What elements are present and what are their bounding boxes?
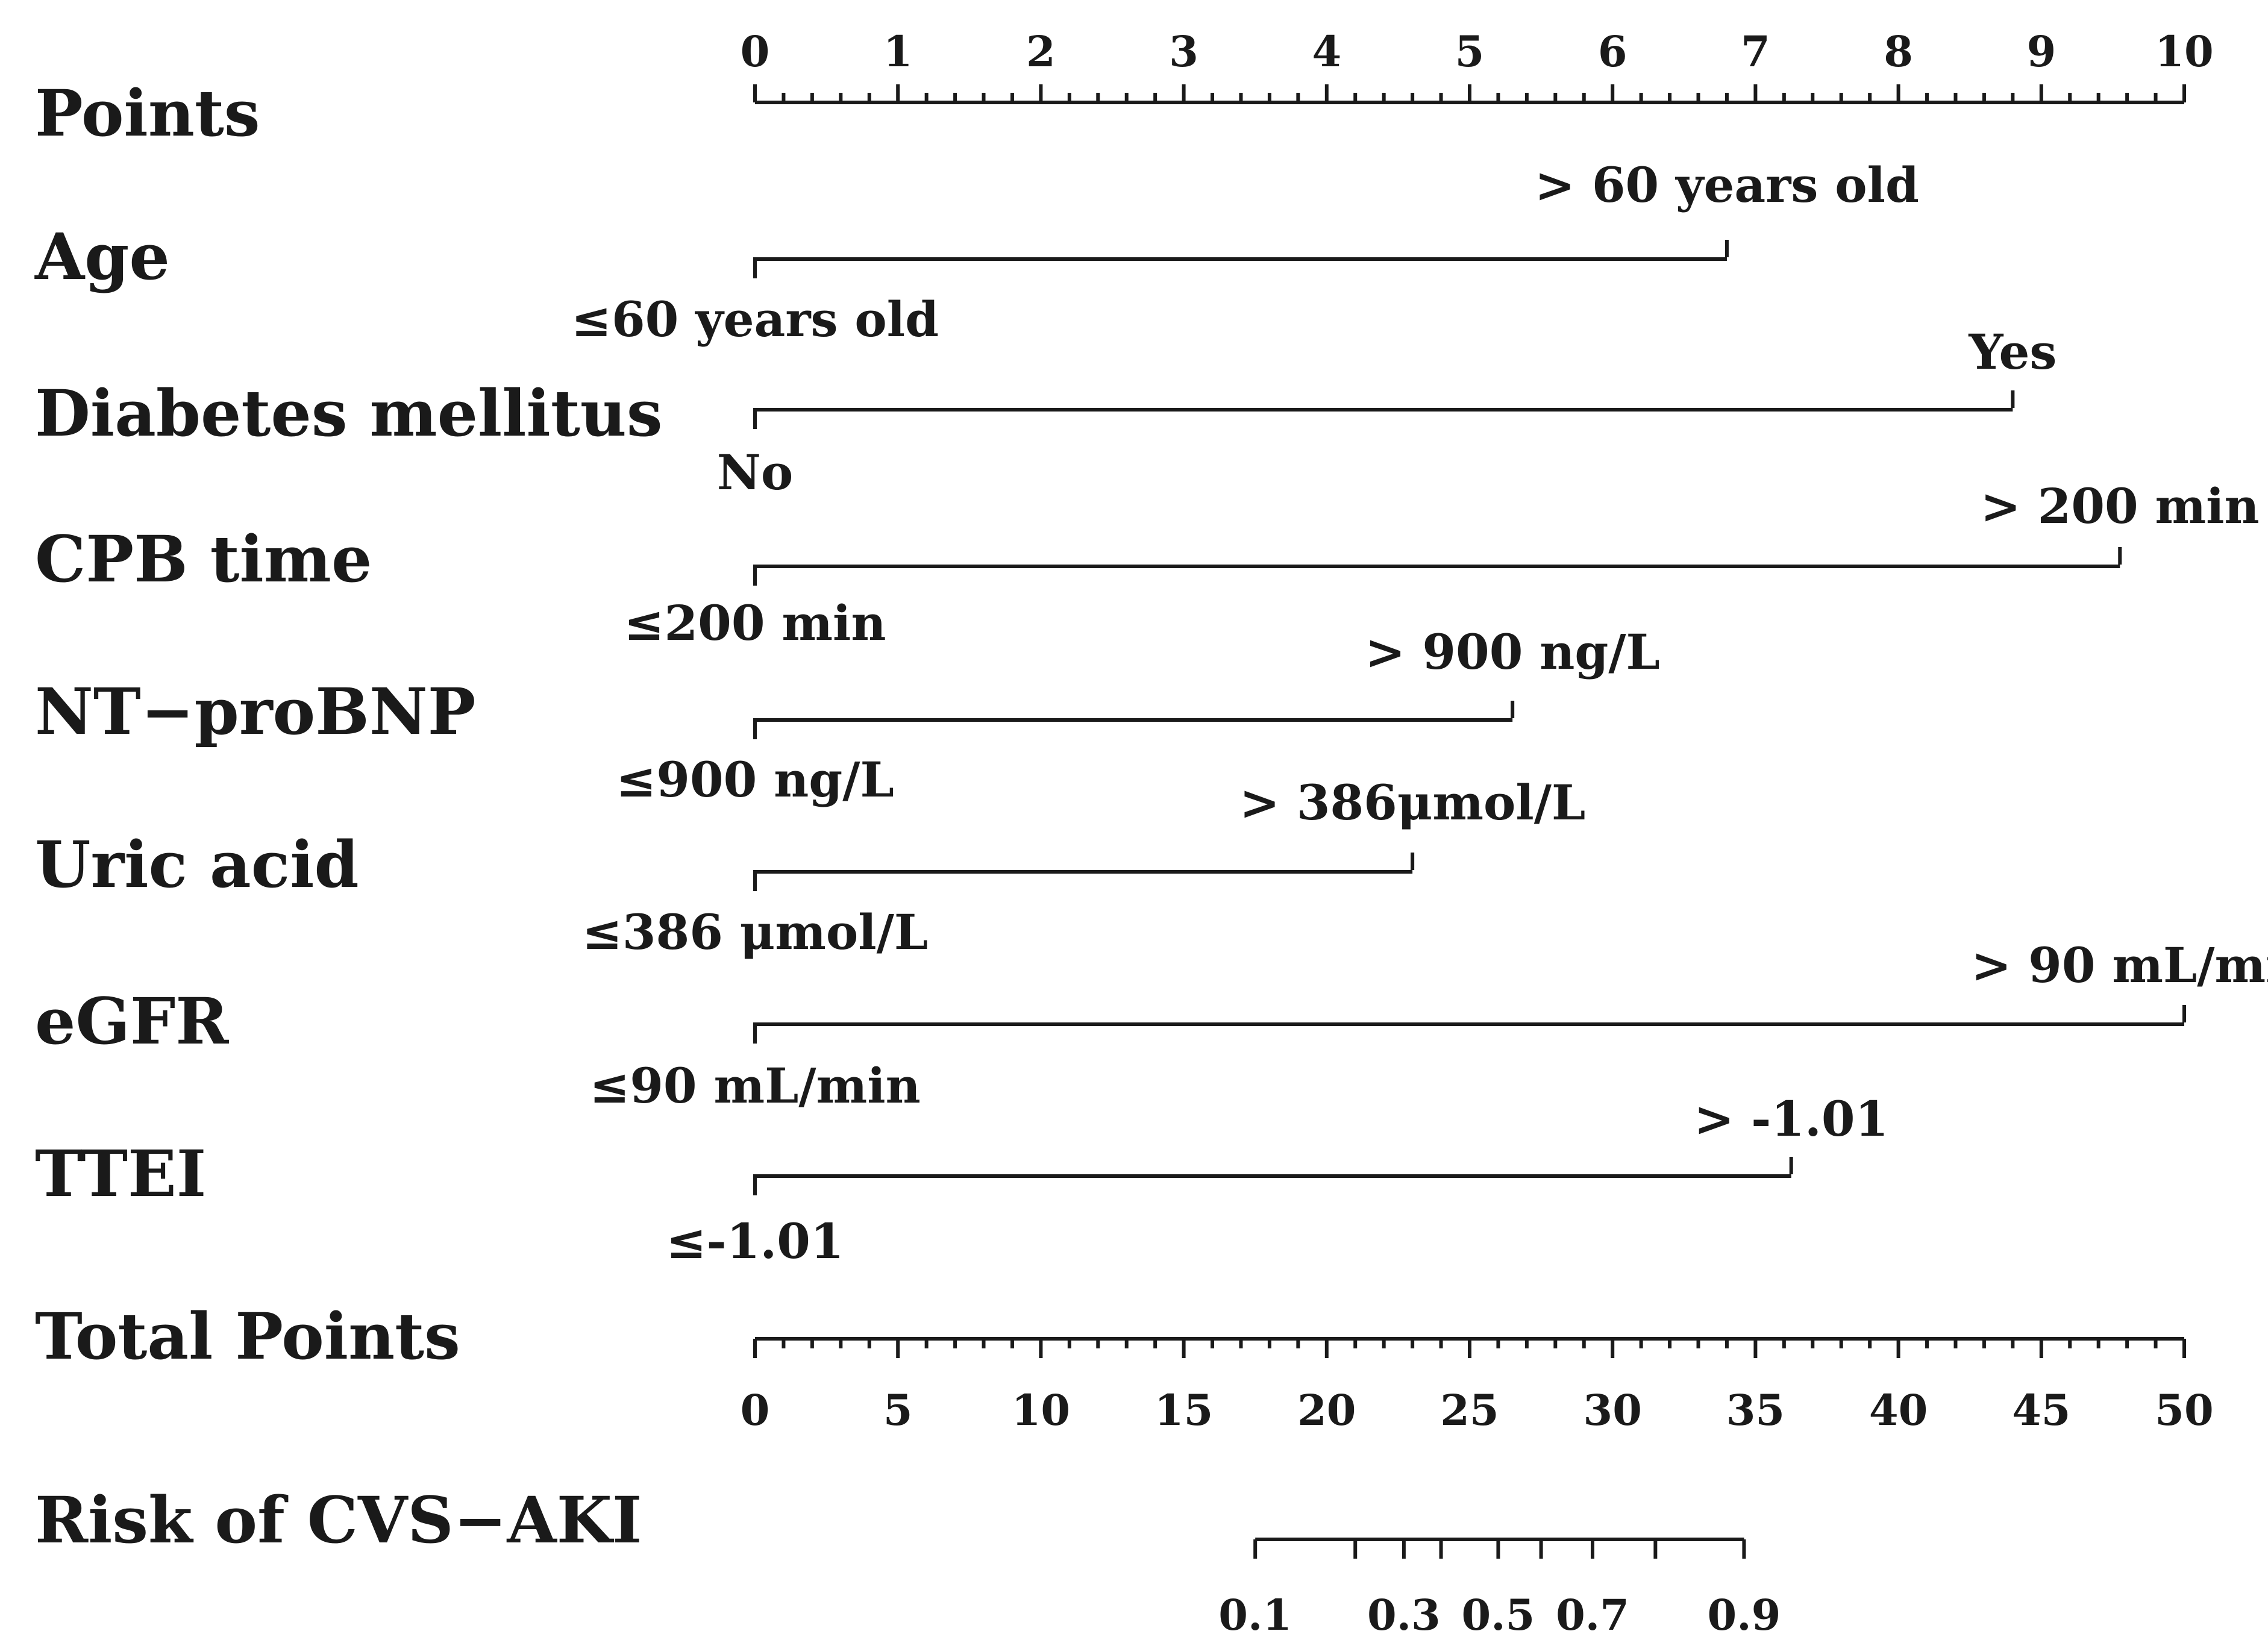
total-tick-label: 30 — [1583, 1385, 1641, 1435]
predictor-low-label: ≤90 mL/min — [589, 1057, 921, 1114]
points-tick-label: 4 — [1312, 27, 1341, 77]
predictor-high-label: > 60 years old — [1535, 157, 1919, 213]
points-axis: 0 1 2 3 4 5 6 7 8 9 10 — [741, 27, 2214, 104]
total-tick-label: 25 — [1440, 1385, 1499, 1435]
predictor-low-label: No — [717, 444, 793, 501]
predictor-high-label: Yes — [1968, 324, 2057, 380]
points-tick-label: 7 — [1741, 27, 1770, 77]
total-tick-label: 0 — [741, 1385, 770, 1435]
predictor-low-label: ≤386 μmol/L — [582, 904, 928, 960]
predictor-high-label: > 200 min — [1981, 478, 2260, 534]
risk-axis: 0.1 0.3 0.5 0.7 0.9 — [1218, 1538, 1781, 1640]
points-tick-label: 9 — [2026, 27, 2056, 77]
predictor-low-label: ≤900 ng/L — [616, 751, 894, 808]
points-tick-label: 1 — [883, 27, 913, 77]
points-tick-label: 0 — [741, 27, 770, 77]
predictor-low-label: ≤200 min — [624, 595, 886, 651]
total-tick-label: 40 — [1869, 1385, 1928, 1435]
total-tick-label: 5 — [883, 1385, 913, 1435]
points-tick-label: 5 — [1455, 27, 1485, 77]
predictor-label: Uric acid — [35, 827, 359, 902]
predictor-label: Age — [34, 219, 170, 294]
risk-row-label: Risk of CVS−AKI — [35, 1482, 642, 1557]
risk-tick-label: 0.3 — [1367, 1590, 1441, 1640]
risk-tick-label: 0.7 — [1556, 1590, 1629, 1640]
predictor-label: CPB time — [35, 521, 372, 596]
predictor-high-label: > 386μmol/L — [1239, 774, 1585, 831]
predictor-rows: > 60 years old ≤60 years old Yes No > 200 mi… — [571, 157, 2268, 1269]
total-tick-label: 20 — [1297, 1385, 1356, 1435]
predictor-low-label: ≤-1.01 — [666, 1213, 844, 1269]
risk-tick-label: 0.1 — [1218, 1590, 1292, 1640]
predictor-high-label: > 90 mL/min — [1971, 937, 2268, 994]
points-tick-label: 3 — [1169, 27, 1198, 77]
predictor-label: NT−proBNP — [35, 674, 475, 749]
total-tick-label: 15 — [1154, 1385, 1213, 1435]
row-labels: Points Age Diabetes mellitus CPB time NT−pro… — [34, 75, 663, 1557]
predictor-label: eGFR — [35, 983, 229, 1059]
total-tick-label: 10 — [1012, 1385, 1070, 1435]
predictor-high-label: > 900 ng/L — [1365, 624, 1660, 680]
points-tick-label: 6 — [1598, 27, 1627, 77]
total-points-axis: 0 5 10 15 20 25 30 35 40 45 50 — [741, 1337, 2214, 1435]
total-tick-label: 50 — [2155, 1385, 2213, 1435]
points-tick-label: 10 — [2155, 27, 2213, 77]
points-tick-label: 2 — [1026, 27, 1056, 77]
risk-tick-label: 0.9 — [1708, 1590, 1781, 1640]
points-row-label: Points — [35, 75, 260, 151]
predictor-label: Diabetes mellitus — [35, 375, 663, 451]
total-tick-label: 35 — [1726, 1385, 1785, 1435]
predictor-high-label: > -1.01 — [1694, 1091, 1888, 1147]
predictor-low-label: ≤60 years old — [571, 291, 939, 348]
total-points-row-label: Total Points — [35, 1298, 460, 1374]
total-tick-label: 45 — [2012, 1385, 2070, 1435]
risk-tick-label: 0.5 — [1462, 1590, 1535, 1640]
predictor-label: TTEI — [35, 1136, 206, 1211]
points-tick-label: 8 — [1884, 27, 1913, 77]
